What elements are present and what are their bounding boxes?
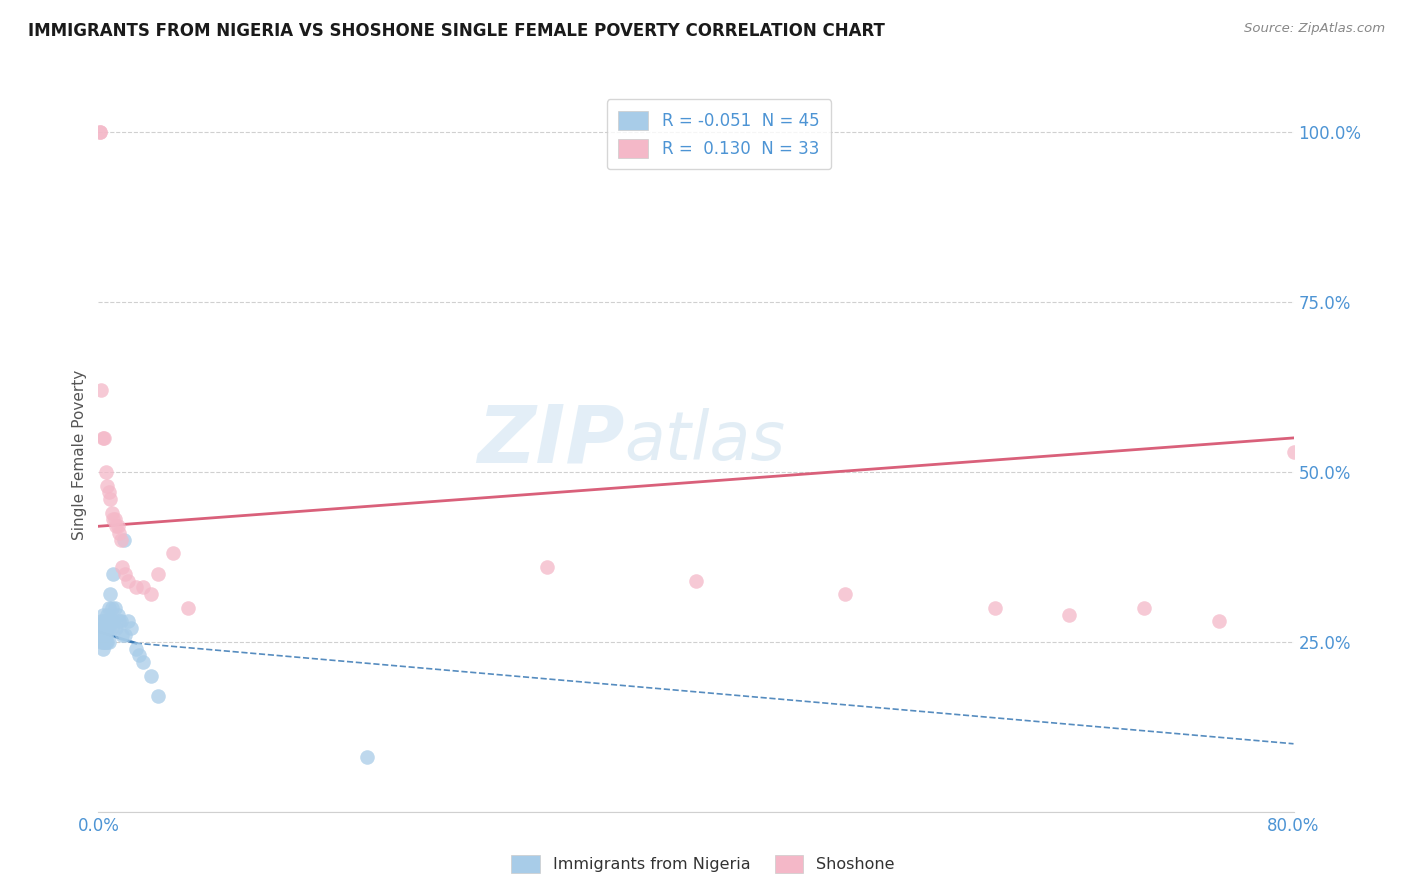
Point [101,600,124,615]
Point [125,581,148,595]
Text: ZIP: ZIP [477,401,624,480]
Text: atlas: atlas [624,408,786,474]
Point [108,526,131,541]
Point [114,628,136,642]
Point [685,574,707,588]
Point [1282,444,1305,458]
Point [984,600,1007,615]
Point [90,384,112,398]
Point [108,615,131,629]
Point [117,574,139,588]
Point [91,641,114,656]
Point [100,587,122,601]
Point [107,607,129,622]
Point [139,587,162,601]
Point [93,621,115,635]
Point [104,600,127,615]
Point [97,621,120,635]
Point [97,600,120,615]
Point [1059,607,1081,622]
Point [91,621,114,635]
Point [148,566,170,581]
Point [1208,615,1230,629]
Point [91,607,114,622]
Point [112,533,135,547]
Point [94,465,117,479]
Point [110,615,132,629]
Point [104,512,127,526]
Legend: R = -0.051  N = 45, R =  0.130  N = 33: R = -0.051 N = 45, R = 0.130 N = 33 [607,99,831,169]
Point [103,512,125,526]
Point [128,648,150,663]
Point [101,621,124,635]
Y-axis label: Single Female Poverty: Single Female Poverty [72,370,87,540]
Point [89,125,111,139]
Point [93,628,115,642]
Point [96,607,118,622]
Point [90,615,112,629]
Point [94,635,117,649]
Point [91,431,114,445]
Point [105,519,128,533]
Point [834,587,856,601]
Point [111,628,134,642]
Point [117,615,139,629]
Point [101,506,124,520]
Point [177,600,200,615]
Point [132,581,155,595]
Point [100,492,122,507]
Point [107,519,129,533]
Point [356,750,378,764]
Point [89,621,111,635]
Point [94,615,117,629]
Point [125,641,148,656]
Text: IMMIGRANTS FROM NIGERIA VS SHOSHONE SINGLE FEMALE POVERTY CORRELATION CHART: IMMIGRANTS FROM NIGERIA VS SHOSHONE SING… [28,22,884,40]
Point [148,689,170,703]
Point [94,628,117,642]
Point [111,560,134,574]
Point [97,485,120,500]
Point [90,628,112,642]
Point [90,635,112,649]
Point [114,566,136,581]
Point [103,615,125,629]
Point [89,125,111,139]
Point [89,628,111,642]
Point [93,431,115,445]
Point [96,478,118,492]
Point [93,635,115,649]
Point [100,615,122,629]
Point [536,560,558,574]
Point [94,621,117,635]
Point [139,669,162,683]
Point [97,635,120,649]
Point [1133,600,1156,615]
Point [120,621,142,635]
Point [132,655,155,669]
Point [105,621,128,635]
Point [91,635,114,649]
Point [103,566,125,581]
Point [96,635,118,649]
Point [162,546,184,560]
Text: Source: ZipAtlas.com: Source: ZipAtlas.com [1244,22,1385,36]
Point [96,621,118,635]
Legend: Immigrants from Nigeria, Shoshone: Immigrants from Nigeria, Shoshone [505,848,901,880]
Point [110,533,132,547]
Point [93,615,115,629]
